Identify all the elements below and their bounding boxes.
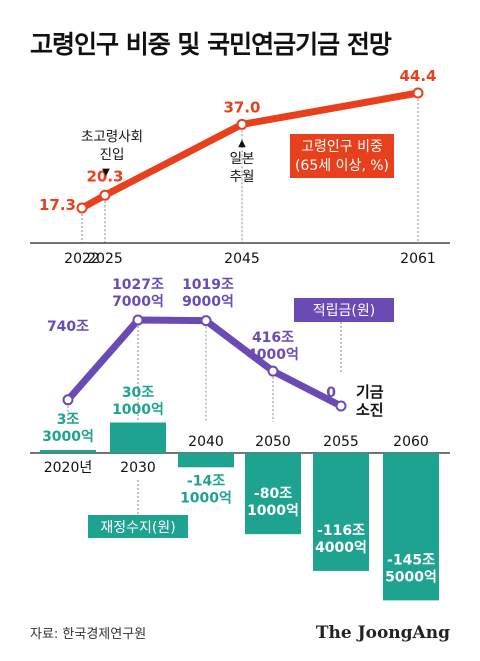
fiscal-value-label-2030-2: 1000억 (112, 402, 164, 418)
annotation-japan-line1: 일본 (230, 151, 255, 167)
bar-x-tick-2020년: 2020년 (44, 460, 93, 476)
reserve-series-line (64, 316, 345, 410)
fiscal-bar-2030 (110, 422, 166, 453)
top-x-tick-2022: 2022 (64, 251, 100, 267)
reserve-legend-label: 적립금(원) (313, 303, 375, 319)
reserve-value-label-2055-1: 0 (326, 385, 336, 401)
reserve-value-label-2050-1: 416조 (252, 330, 294, 346)
reserve-point-2020 (62, 394, 74, 406)
bar-x-tick-2040: 2040 (188, 434, 224, 450)
top-x-tick-2061: 2061 (400, 251, 436, 267)
aging-legend-box (290, 134, 394, 178)
aging-point-2022 (76, 202, 88, 214)
aging-value-label-2025: 20.3 (86, 167, 123, 185)
aging-value-label-2045: 37.0 (223, 98, 260, 116)
fiscal-value-label-2050-2: 1000억 (247, 503, 299, 519)
annotation-super-aged-arrow: ▼ (102, 167, 110, 178)
reserve-value-label-2020-1: 740조 (47, 319, 89, 335)
bar-x-tick-2055: 2055 (323, 434, 359, 450)
aging-series-line (78, 89, 422, 212)
fiscal-bar-2055 (313, 453, 369, 571)
fiscal-bar-2040 (178, 453, 234, 468)
fiscal-value-label-2055-1: -116조 (317, 523, 365, 539)
fiscal-value-label-2020년-2: 3000억 (42, 429, 94, 445)
fiscal-legend-box (88, 515, 188, 538)
bar-x-tick-2050: 2050 (255, 434, 291, 450)
fiscal-balance-chart: 2020년3조3000억203030조1000억2040-14조1000억205… (30, 385, 450, 601)
reserve-value-label-2050-2: 4000억 (247, 347, 299, 363)
aging-legend-line2: (65세 이상, %) (295, 158, 389, 174)
reserve-value-label-2040-1: 1019조 (182, 277, 234, 293)
reserve-point-2040 (200, 315, 212, 327)
annotation-super-aged-line2: 진입 (100, 147, 125, 163)
annotation-super-aged-line1: 초고령사회 (81, 129, 143, 145)
fiscal-value-label-2020년-1: 3조 (57, 412, 80, 428)
fiscal-value-label-2040-1: -14조 (187, 473, 225, 489)
aging-point-2025 (99, 189, 111, 201)
aging-point-2061 (412, 87, 424, 99)
fund-exhaustion-label-line2: 소진 (356, 401, 384, 419)
reserve-point-2050 (267, 365, 279, 377)
aging-value-label-2061: 44.4 (399, 67, 436, 85)
fiscal-bar-2050 (245, 453, 301, 535)
reserve-legend-box (294, 298, 394, 322)
chart-title: 고령인구 비중 및 국민연금기금 전망 (30, 30, 392, 59)
brand-logo: The JoongAng (316, 623, 450, 643)
top-x-tick-2045: 2045 (224, 251, 260, 267)
reserve-point-2030 (132, 314, 144, 326)
top-x-tick-2025: 2025 (87, 251, 123, 267)
fiscal-bar-2060 (383, 453, 439, 601)
bar-x-tick-2030: 2030 (120, 460, 156, 476)
aging-legend-line1: 고령인구 비중 (301, 139, 383, 155)
fiscal-bar-2020년 (40, 449, 96, 453)
annotation-japan-arrow: ▲ (238, 138, 246, 149)
fiscal-value-label-2050-1: -80조 (254, 486, 292, 502)
source-note: 자료: 한국경제연구원 (30, 627, 146, 642)
fiscal-value-label-2055-2: 4000억 (315, 540, 367, 556)
fiscal-legend-label: 재정수지(원) (100, 520, 175, 536)
aging-value-label-2022: 17.3 (39, 196, 76, 214)
aging-point-2045 (236, 118, 248, 130)
annotation-japan-line2: 추월 (230, 169, 255, 185)
fiscal-value-label-2060-2: 5000억 (385, 569, 437, 585)
fund-exhaustion-label-line1: 기금 (356, 383, 384, 401)
reserve-value-label-2040-2: 9000억 (182, 294, 234, 310)
reserve-point-2055 (335, 400, 347, 412)
bar-x-tick-2060: 2060 (393, 434, 429, 450)
fiscal-value-label-2030-1: 30조 (122, 385, 154, 401)
reserve-value-label-2030-1: 1027조 (112, 277, 164, 293)
reserve-value-label-2030-2: 7000억 (112, 294, 164, 310)
fiscal-value-label-2040-2: 1000억 (180, 490, 232, 506)
fiscal-value-label-2060-1: -145조 (387, 552, 435, 568)
